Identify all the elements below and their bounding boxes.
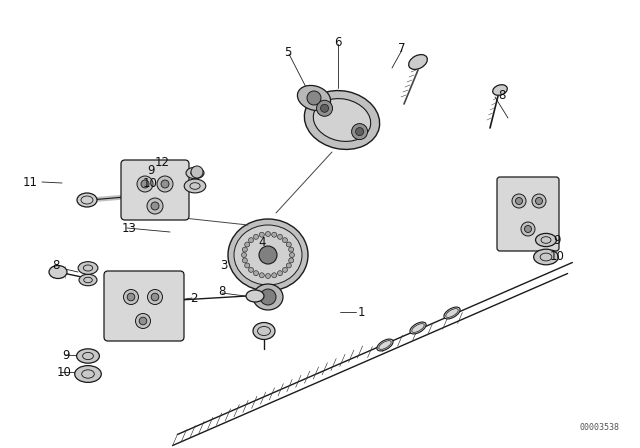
Text: 1: 1 [358, 306, 365, 319]
Ellipse shape [410, 322, 426, 334]
Text: 10: 10 [57, 366, 72, 379]
Ellipse shape [49, 266, 67, 279]
Circle shape [127, 293, 135, 301]
Circle shape [512, 194, 526, 208]
Ellipse shape [314, 99, 371, 142]
Circle shape [259, 273, 264, 278]
Ellipse shape [536, 233, 556, 246]
Ellipse shape [234, 225, 302, 285]
Circle shape [241, 253, 246, 258]
Circle shape [243, 258, 247, 263]
Text: 10: 10 [143, 177, 158, 190]
Text: 9: 9 [147, 164, 155, 177]
Circle shape [260, 289, 276, 305]
Ellipse shape [184, 179, 206, 193]
Circle shape [289, 247, 294, 252]
Circle shape [286, 263, 291, 268]
Ellipse shape [77, 193, 97, 207]
Text: 8: 8 [218, 284, 225, 297]
Ellipse shape [77, 349, 99, 363]
Circle shape [253, 234, 259, 239]
Circle shape [282, 237, 287, 243]
Ellipse shape [253, 284, 283, 310]
Ellipse shape [409, 55, 428, 69]
Text: 9: 9 [553, 233, 561, 246]
Circle shape [151, 202, 159, 210]
Circle shape [191, 166, 203, 178]
Circle shape [161, 180, 169, 188]
Ellipse shape [444, 307, 460, 319]
Circle shape [278, 234, 282, 239]
Circle shape [272, 232, 276, 237]
Ellipse shape [534, 249, 558, 265]
Ellipse shape [186, 167, 204, 179]
Ellipse shape [493, 85, 508, 95]
Circle shape [266, 273, 271, 279]
Circle shape [157, 176, 173, 192]
Text: 4: 4 [258, 236, 266, 249]
Circle shape [244, 263, 250, 268]
Ellipse shape [228, 219, 308, 291]
Circle shape [356, 128, 364, 136]
Circle shape [151, 293, 159, 301]
Circle shape [147, 289, 163, 305]
Circle shape [124, 289, 138, 305]
Text: 2: 2 [190, 292, 198, 305]
Circle shape [536, 198, 543, 204]
Circle shape [244, 242, 250, 247]
Text: 12: 12 [155, 155, 170, 168]
Circle shape [532, 194, 546, 208]
Circle shape [521, 222, 535, 236]
Circle shape [243, 247, 247, 252]
Circle shape [289, 253, 294, 258]
Circle shape [136, 314, 150, 328]
Circle shape [525, 225, 531, 233]
Circle shape [147, 198, 163, 214]
Circle shape [137, 176, 153, 192]
Circle shape [289, 258, 294, 263]
Ellipse shape [78, 262, 98, 274]
FancyBboxPatch shape [121, 160, 189, 220]
Text: 10: 10 [550, 250, 565, 263]
Text: 6: 6 [334, 35, 342, 48]
Circle shape [317, 100, 333, 116]
Circle shape [259, 232, 264, 237]
Circle shape [307, 91, 321, 105]
Circle shape [278, 271, 282, 276]
Ellipse shape [246, 290, 264, 302]
Ellipse shape [377, 339, 393, 351]
Text: 9: 9 [62, 349, 70, 362]
FancyBboxPatch shape [497, 177, 559, 251]
Ellipse shape [79, 274, 97, 286]
Ellipse shape [298, 86, 331, 111]
Text: 7: 7 [398, 42, 406, 55]
Text: 8: 8 [498, 89, 506, 102]
Circle shape [259, 246, 277, 264]
Circle shape [266, 232, 271, 237]
Circle shape [286, 242, 291, 247]
FancyBboxPatch shape [104, 271, 184, 341]
Circle shape [282, 267, 287, 272]
Circle shape [351, 124, 367, 140]
Circle shape [253, 271, 259, 276]
Ellipse shape [253, 323, 275, 340]
Circle shape [515, 198, 522, 204]
Text: 13: 13 [122, 221, 137, 234]
Circle shape [248, 267, 253, 272]
Ellipse shape [75, 366, 101, 383]
Circle shape [141, 180, 149, 188]
Circle shape [272, 273, 276, 278]
Text: 8: 8 [52, 258, 60, 271]
Circle shape [321, 104, 328, 112]
Text: 5: 5 [284, 46, 291, 59]
Circle shape [248, 237, 253, 243]
Text: 3: 3 [221, 258, 228, 271]
Ellipse shape [305, 90, 380, 150]
Text: 11: 11 [23, 176, 38, 189]
Text: 00003538: 00003538 [580, 423, 620, 432]
Circle shape [140, 317, 147, 325]
